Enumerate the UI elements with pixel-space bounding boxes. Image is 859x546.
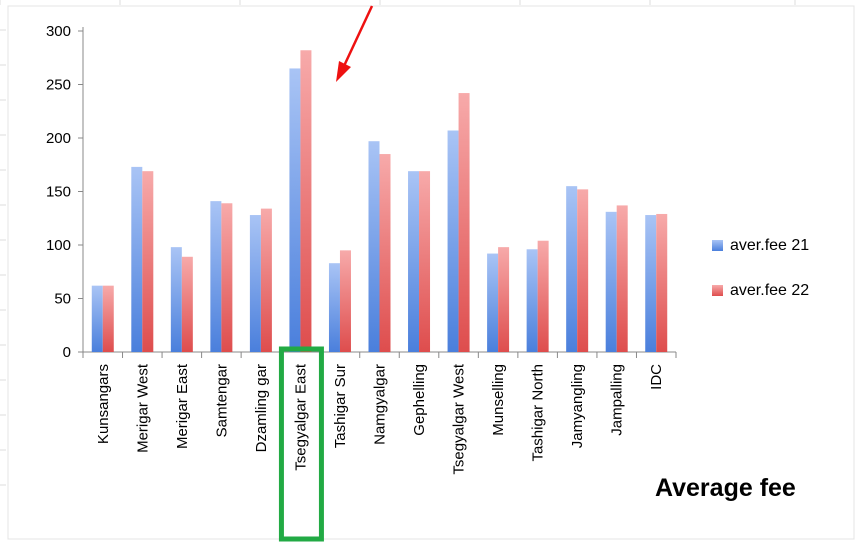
bar-fee22 <box>498 247 510 352</box>
bar-fee21 <box>566 186 578 352</box>
y-tick-label: 150 <box>46 184 71 201</box>
bar-fee21 <box>408 171 420 352</box>
y-tick-label: 250 <box>46 77 71 94</box>
bar-fee21 <box>210 201 222 352</box>
bar-fee22 <box>300 50 312 352</box>
bar-fee21 <box>249 215 261 352</box>
y-tick-label: 300 <box>46 23 71 40</box>
bar-fee22 <box>577 189 589 352</box>
x-tick-label: Tashigar North <box>530 364 547 462</box>
x-tick-label: Jamyangling <box>569 364 586 448</box>
x-tick-label: Munselling <box>490 364 507 436</box>
x-tick-label: Namgyalgar <box>372 364 389 445</box>
bar-fee21 <box>605 211 617 352</box>
legend-swatch <box>712 240 723 251</box>
bar-fee22 <box>379 154 391 352</box>
bar-fee22 <box>616 205 628 352</box>
bar-fee21 <box>368 141 380 352</box>
x-tick-label: Dzamling gar <box>253 364 270 452</box>
y-tick-label: 50 <box>54 291 71 308</box>
bar-fee22 <box>221 203 233 352</box>
x-tick-label: Samtengar <box>213 364 230 437</box>
chart-bars <box>91 50 668 352</box>
bar-fee22 <box>102 285 114 352</box>
bar-fee22 <box>656 213 668 352</box>
x-tick-label: Gephelling <box>411 364 428 436</box>
bar-fee21 <box>487 253 499 352</box>
x-tick-label: Tsegyalgar West <box>451 363 468 474</box>
x-tick-label: Tashigar Sur <box>332 364 349 448</box>
legend-label: aver.fee 22 <box>730 282 809 299</box>
highlight-box <box>278 346 324 542</box>
bar-fee22 <box>339 250 351 352</box>
arrow-shaft <box>342 5 374 67</box>
bar-fee22 <box>181 256 193 352</box>
bar-fee21 <box>447 130 459 352</box>
chart-legend: aver.fee 21 aver.fee 22 <box>712 237 809 299</box>
y-tick-labels: 0 50 100 150 200 250 300 <box>46 23 71 361</box>
bar-fee22 <box>142 171 154 352</box>
bar-fee21 <box>131 166 143 352</box>
x-tick-label: Kunsangars <box>95 364 112 444</box>
x-tick-labels: Kunsangars Merigar West Merigar East Samten… <box>95 363 665 474</box>
chart-annotations <box>278 5 374 542</box>
x-tick-label: Merigar West <box>134 363 151 453</box>
chart-frame <box>7 5 855 540</box>
bar-fee21 <box>289 68 301 352</box>
chart-title: Average fee <box>655 474 796 502</box>
x-tick-label: IDC <box>648 364 665 390</box>
bar-fee22 <box>458 93 470 352</box>
x-tick-label: Tsegyalgar East <box>292 363 309 471</box>
bar-fee21 <box>645 215 657 352</box>
y-tick-label: 0 <box>63 344 71 361</box>
bar-fee21 <box>170 247 182 352</box>
y-tick-label: 200 <box>46 130 71 147</box>
arrow-head-icon <box>336 61 351 82</box>
x-tick-label: Merigar East <box>174 363 191 449</box>
legend-label: aver.fee 21 <box>730 237 809 254</box>
bar-fee21 <box>91 285 103 352</box>
bar-fee22 <box>260 208 272 352</box>
x-tick-label: Jampalling <box>609 364 626 436</box>
bar-fee21 <box>328 263 340 352</box>
bar-fee22 <box>537 240 549 352</box>
y-tick-label: 100 <box>46 237 71 254</box>
bar-fee22 <box>419 171 431 352</box>
legend-swatch <box>712 285 723 296</box>
bar-fee21 <box>526 249 538 352</box>
